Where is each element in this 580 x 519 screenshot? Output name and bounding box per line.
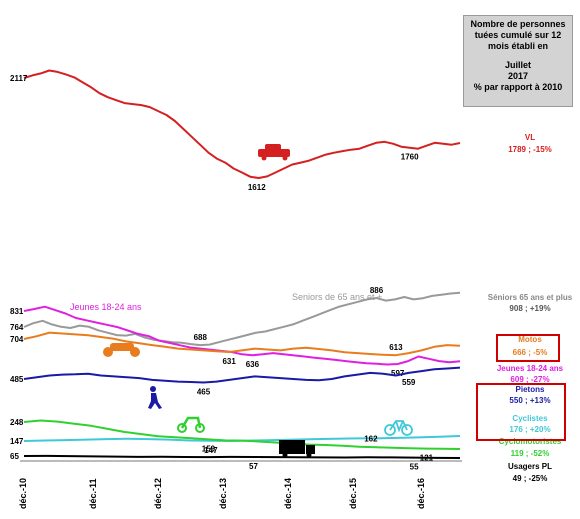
data-label: 764 xyxy=(10,323,24,332)
info-line-1: Nombre de personnes xyxy=(470,19,566,29)
legend-name-seniors: Séniors 65 ans et plus xyxy=(488,293,573,302)
data-label: 57 xyxy=(249,462,258,471)
data-label: 688 xyxy=(194,333,208,342)
scooter-icon-frame xyxy=(180,416,202,429)
data-label: 704 xyxy=(10,335,24,344)
legend-summary-motos: 666 ; -5% xyxy=(513,348,548,357)
truck-icon xyxy=(279,440,305,454)
data-label: 831 xyxy=(10,307,24,316)
data-label: 159 xyxy=(202,444,216,453)
legend-summary-pietons: 550 ; +13% xyxy=(509,396,550,405)
info-line-2: tuées cumulé sur 12 xyxy=(474,30,562,40)
car-icon-roof xyxy=(265,144,281,151)
legend-name-pl: Usagers PL xyxy=(508,462,552,471)
info-line-4: Juillet xyxy=(504,60,531,70)
x-tick-label: déc.-15 xyxy=(348,478,358,509)
car-icon-wheel xyxy=(282,155,288,161)
series-line-pietons xyxy=(23,366,461,384)
legend-name-pietons: Pietons xyxy=(516,385,545,394)
truck-icon-cab xyxy=(306,445,315,454)
legend-summary-seniors: 908 ; +19% xyxy=(509,304,550,313)
series-inline-label: Seniors de 65 ans et + xyxy=(292,292,382,302)
x-tick-label: déc.-10 xyxy=(18,478,28,509)
legend-summary-jeunes: 609 ; -27% xyxy=(510,375,549,384)
data-label: 248 xyxy=(10,418,24,427)
bicycle-icon xyxy=(384,424,396,436)
truck-icon-wheel xyxy=(282,452,288,458)
series-line-cyclomoteurs xyxy=(23,419,461,450)
data-label: 65 xyxy=(10,452,19,461)
series-line-jeunes xyxy=(23,305,461,366)
data-label: 886 xyxy=(370,286,384,295)
info-line-6: % par rapport à 2010 xyxy=(473,82,563,92)
highlight-box-motos xyxy=(496,334,560,362)
legend-summary-pl: 49 ; -25% xyxy=(513,474,548,483)
data-label: 55 xyxy=(410,463,419,472)
bicycle-icon-frame xyxy=(389,420,408,433)
truck-icon-wheel xyxy=(306,452,312,458)
data-label: 147 xyxy=(10,437,24,446)
legend-name-jeunes: Jeunes 18-24 ans xyxy=(497,364,564,373)
data-label: 147 xyxy=(204,446,218,455)
data-label: 597 xyxy=(391,369,405,378)
legend-summary-vl: 1789 ; -15% xyxy=(508,145,552,154)
data-label: 485 xyxy=(10,375,24,384)
data-label: 162 xyxy=(364,434,378,443)
pedestrian-icon xyxy=(150,386,156,392)
x-tick-label: déc.-14 xyxy=(283,478,293,509)
data-label: 1612 xyxy=(248,183,266,192)
x-tick-label: déc.-12 xyxy=(153,478,163,509)
data-label: 636 xyxy=(246,360,260,369)
data-label: 1760 xyxy=(401,153,419,162)
car-icon xyxy=(258,149,290,157)
data-label: 2117 xyxy=(10,74,28,83)
x-tick-label: déc.-11 xyxy=(88,478,98,509)
x-tick-label: déc.-13 xyxy=(218,478,228,509)
legend-name-cyclomoteurs: Cyclomotoristes xyxy=(499,437,562,446)
legend-summary-cyclistes: 176 ; +20% xyxy=(509,425,550,434)
series-line-pl xyxy=(23,454,461,459)
data-label: 559 xyxy=(402,378,416,387)
legend-summary-cyclomoteurs: 119 ; -52% xyxy=(511,449,550,458)
x-tick-label: déc.-16 xyxy=(416,478,426,509)
series-line-seniors xyxy=(23,291,461,347)
bicycle-icon-wheel xyxy=(401,424,413,436)
scooter-icon xyxy=(177,423,187,433)
data-label: 613 xyxy=(389,343,403,352)
car-icon-wheel xyxy=(261,155,267,161)
legend-name-motos: Motos xyxy=(518,335,542,344)
legend-name-cyclistes: Cyclistes xyxy=(512,414,548,423)
series-line-motos xyxy=(23,331,461,357)
info-line-3: mois établi en xyxy=(487,41,549,51)
data-label: 631 xyxy=(222,357,236,366)
info-box: Nombre de personnes tuées cumulé sur 12 … xyxy=(463,15,573,107)
pedestrian-icon-body xyxy=(148,393,162,409)
series-inline-label: Jeunes 18-24 ans xyxy=(70,302,142,312)
data-label: 465 xyxy=(197,388,211,397)
legend-name-vl: VL xyxy=(525,133,535,142)
highlight-box-pietons-cyclistes xyxy=(476,383,566,441)
series-line-vl xyxy=(23,69,461,179)
info-line-5: 2017 xyxy=(507,71,529,81)
motorcycle-icon-body xyxy=(110,343,134,351)
